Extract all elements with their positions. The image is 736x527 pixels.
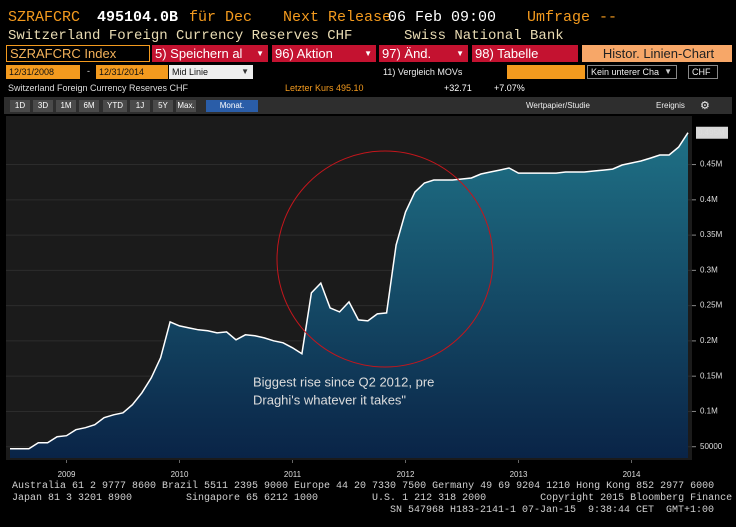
- y-tick-label: 0.35M: [700, 230, 723, 239]
- annotation: Biggest rise since Q2 2012, pre: [253, 374, 434, 389]
- survey: Umfrage --: [527, 9, 618, 26]
- change: +32.71: [444, 83, 472, 93]
- tab[interactable]: 3D: [33, 100, 53, 112]
- source: Swiss National Bank: [404, 28, 564, 44]
- dropdown-arrow: ▼: [664, 67, 672, 76]
- start-date[interactable]: 12/31/2008: [6, 65, 80, 79]
- button[interactable]: 5) Speichern al ▼: [152, 45, 268, 62]
- change-pct: +7.07%: [494, 83, 525, 93]
- y-tick-label: 0.4M: [700, 195, 718, 204]
- button-label: 97) Änd.: [382, 46, 432, 61]
- annotation: Draghi's whatever it takes": [253, 392, 406, 407]
- end-date[interactable]: 12/31/2014: [96, 65, 168, 79]
- footer-line: Japan 81 3 3201 8900 Singapore 65 6212 1…: [12, 493, 736, 504]
- button-label: 98) Tabelle: [475, 46, 539, 61]
- release-date: 06 Feb 09:00: [388, 9, 497, 26]
- lower-chart-label: Kein unterer Cha: [591, 67, 660, 77]
- x-tick-label: 2009: [58, 470, 76, 479]
- y-tick-label: 0.3M: [700, 265, 718, 274]
- chart-title: Histor. Linien-Chart: [582, 45, 732, 62]
- y-tick-label: 50000: [700, 442, 723, 451]
- security-field[interactable]: SZRAFCRC Index: [6, 45, 150, 62]
- button[interactable]: 96) Aktion ▼: [272, 45, 376, 62]
- dropdown-arrow: ▼: [456, 49, 464, 58]
- line: [10, 132, 689, 450]
- tab[interactable]: Max.: [176, 100, 196, 112]
- button[interactable]: 98) Tabelle: [472, 45, 578, 62]
- period: für Dec: [189, 9, 253, 26]
- value: 495104.0B: [97, 9, 179, 26]
- y-tick-label: 0.2M: [700, 336, 718, 345]
- input[interactable]: [507, 65, 585, 79]
- last-value-box: [696, 126, 728, 139]
- tab[interactable]: 6M: [79, 100, 99, 112]
- style-select[interactable]: Mid Linie ▼: [169, 65, 253, 79]
- y-tick-label: 0.45M: [700, 160, 723, 169]
- release-label: Next Release: [283, 9, 392, 26]
- button-label: 96) Aktion: [275, 46, 333, 61]
- x-tick-label: 2014: [623, 470, 641, 479]
- highlight-circle: [276, 150, 494, 368]
- separator: -: [87, 66, 90, 76]
- security-name: Switzerland Foreign Currency Reserves CH…: [8, 28, 353, 44]
- button-label: 5) Speichern al: [155, 46, 243, 61]
- y-tick-label: 0.1M: [700, 407, 718, 416]
- area: [10, 132, 688, 458]
- x-tick-label: 2011: [284, 470, 302, 479]
- button[interactable]: 97) Änd. ▼: [379, 45, 468, 62]
- dropdown-arrow: ▼: [364, 49, 372, 58]
- last-price: Letzter Kurs 495.10: [285, 83, 364, 93]
- tab[interactable]: 5Y: [153, 100, 173, 112]
- style-label: Mid Linie: [172, 67, 209, 77]
- last-value-label: 0.495M: [698, 128, 725, 137]
- x-tick-label: 2012: [397, 470, 415, 479]
- lower-chart-select[interactable]: Kein unterer Cha ▼: [587, 65, 677, 79]
- dropdown-arrow: ▼: [241, 67, 249, 76]
- legend-name: Switzerland Foreign Currency Reserves CH…: [8, 83, 189, 93]
- tab[interactable]: 1J: [130, 100, 150, 112]
- currency-select[interactable]: CHF: [688, 65, 718, 79]
- settings-icon[interactable]: ⚙: [700, 100, 710, 112]
- tab[interactable]: YTD: [103, 100, 127, 112]
- y-tick-label: 0.15M: [700, 371, 723, 380]
- dropdown-arrow: ▼: [256, 49, 264, 58]
- ticker: SZRAFCRC: [8, 9, 81, 26]
- tab[interactable]: Monat.: [206, 100, 258, 112]
- x-tick-label: 2013: [510, 470, 528, 479]
- footer-line: SN 547968 H183-2141-1 07-Jan-15 9:38:44 …: [390, 505, 715, 516]
- y-tick-label: 0.25M: [700, 301, 723, 310]
- tool[interactable]: Ereignis: [656, 101, 685, 110]
- tab[interactable]: 1D: [10, 100, 30, 112]
- footer-line: Australia 61 2 9777 8600 Brazil 5511 239…: [12, 481, 715, 492]
- tool[interactable]: Wertpapier/Studie: [526, 101, 590, 110]
- compare[interactable]: 11) Vergleich MOVs: [383, 67, 463, 77]
- tab[interactable]: 1M: [56, 100, 76, 112]
- x-tick-label: 2010: [171, 470, 189, 479]
